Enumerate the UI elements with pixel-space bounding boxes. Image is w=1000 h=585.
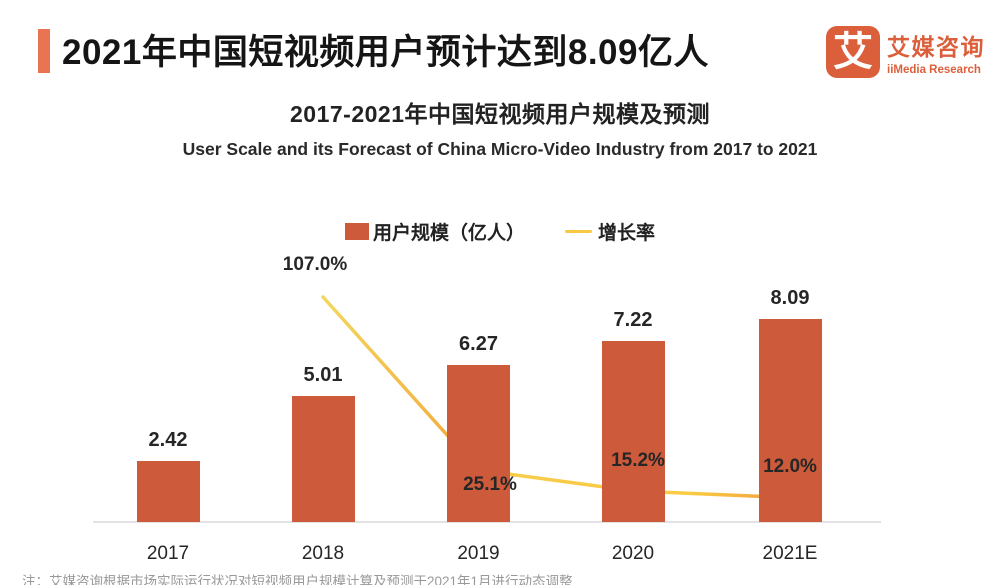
logo-text: 艾媒咨询 iiMedia Research bbox=[887, 28, 985, 76]
growth-rate-label-2020: 15.2% bbox=[611, 449, 665, 471]
bar-2019 bbox=[447, 364, 510, 522]
bar-value-label-2019: 6.27 bbox=[459, 332, 498, 355]
bar-value-label-2020: 7.22 bbox=[613, 308, 653, 331]
x-axis-label-2021E: 2021E bbox=[762, 543, 818, 564]
growth-rate-label-2018: 107.0% bbox=[282, 254, 348, 275]
logo-name-en: iiMedia Research bbox=[887, 64, 981, 76]
x-axis-label-2017: 2017 bbox=[146, 543, 190, 564]
bar-value-label-2021E: 8.09 bbox=[770, 286, 810, 309]
legend-item-user-scale: 用户规模（亿人） bbox=[344, 218, 525, 245]
bar-swatch-icon bbox=[344, 223, 369, 240]
legend: 用户规模（亿人） 增长率 bbox=[0, 218, 1000, 245]
logo-name-cn: 艾媒咨询 bbox=[887, 34, 985, 60]
title-accent-bar bbox=[38, 29, 50, 73]
bar-2020 bbox=[601, 340, 665, 522]
iimedia-logo: 艾 艾媒咨询 iiMedia Research bbox=[826, 26, 985, 78]
legend-item-growth-rate: 增长率 bbox=[565, 218, 655, 245]
bar-2017 bbox=[136, 461, 200, 522]
growth-rate-label-2019: 25.1% bbox=[463, 473, 517, 495]
iimedia-logo-icon: 艾 bbox=[826, 26, 880, 78]
chart-subtitle: User Scale and its Forecast of China Mic… bbox=[182, 139, 818, 159]
line-swatch-icon bbox=[565, 230, 592, 233]
growth-rate-label-2021E: 12.0% bbox=[763, 455, 817, 477]
x-axis-label-2020: 2020 bbox=[611, 543, 655, 564]
bar-2018 bbox=[291, 396, 355, 522]
chart-title: 2017-2021年中国短视频用户规模及预测 bbox=[290, 101, 710, 127]
legend-label-growth-rate: 增长率 bbox=[598, 223, 656, 244]
bar-value-label-2018: 5.01 bbox=[303, 364, 343, 387]
footnote: 注：艾媒咨询根据市场实际运行状况对短视频用户规模计算及预测于2021年1月进行动… bbox=[22, 574, 573, 585]
bar-value-label-2017: 2.42 bbox=[148, 429, 188, 452]
x-axis-label-2018: 2018 bbox=[301, 543, 345, 564]
page-title: 2021年中国短视频用户预计达到8.09亿人 bbox=[62, 33, 709, 72]
bar-2021E bbox=[758, 318, 822, 522]
legend-label-user-scale: 用户规模（亿人） bbox=[372, 223, 525, 244]
x-axis-label-2019: 2019 bbox=[457, 543, 500, 564]
